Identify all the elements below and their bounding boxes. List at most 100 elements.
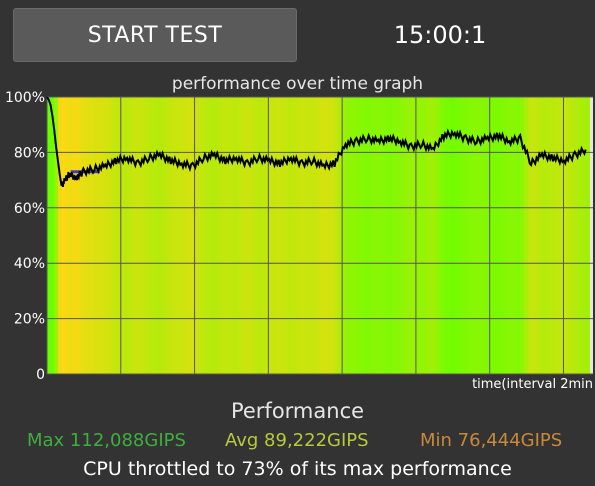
heat-bar bbox=[345, 97, 350, 374]
timer-display: 15:00:1 bbox=[393, 21, 487, 49]
heat-bar bbox=[261, 97, 266, 374]
heat-bar bbox=[279, 97, 285, 374]
heat-bar bbox=[465, 97, 470, 374]
heat-bar bbox=[534, 97, 539, 374]
heat-bar bbox=[178, 97, 183, 374]
heat-bar bbox=[87, 97, 92, 374]
heat-bar bbox=[494, 97, 499, 374]
heat-bar bbox=[247, 97, 252, 374]
heat-bar bbox=[567, 97, 572, 374]
heat-bar bbox=[283, 97, 288, 374]
heat-bar bbox=[447, 97, 452, 374]
heat-bar bbox=[330, 97, 336, 374]
heat-bar bbox=[334, 97, 339, 374]
heat-bar bbox=[505, 97, 510, 374]
heat-bar bbox=[411, 97, 416, 374]
heat-bar bbox=[57, 97, 63, 374]
heat-bar bbox=[188, 97, 194, 374]
heat-bar bbox=[560, 97, 565, 374]
heat-bar bbox=[381, 97, 387, 374]
heat-bar bbox=[531, 97, 536, 374]
heat-bar bbox=[76, 97, 81, 374]
heat-bar bbox=[360, 97, 365, 374]
heat-bar bbox=[294, 97, 299, 374]
heat-bar bbox=[207, 97, 212, 374]
heat-bar bbox=[309, 97, 314, 374]
heat-bar bbox=[323, 97, 328, 374]
heat-bar bbox=[185, 97, 190, 374]
heat-bar bbox=[556, 97, 561, 374]
heat-bar bbox=[385, 97, 390, 374]
heat-bar bbox=[563, 97, 569, 374]
heat-bar bbox=[127, 97, 132, 374]
heat-bar bbox=[520, 97, 525, 374]
heat-bar bbox=[97, 97, 103, 374]
heat-bar bbox=[432, 97, 438, 374]
grid-lines bbox=[46, 96, 593, 375]
heat-bar bbox=[199, 97, 205, 374]
heat-bar bbox=[167, 97, 172, 374]
y-tick-labels: 0 20% 40% 60% 80% 100% bbox=[5, 90, 45, 383]
heat-bar bbox=[418, 97, 423, 374]
heat-bars bbox=[47, 97, 590, 374]
heat-bar bbox=[305, 97, 310, 374]
heat-bar bbox=[254, 97, 259, 374]
heat-bar bbox=[47, 97, 52, 374]
heat-bar bbox=[287, 97, 292, 374]
heat-bar bbox=[156, 97, 161, 374]
performance-heading: Performance bbox=[230, 399, 365, 423]
heat-bar bbox=[214, 97, 219, 374]
heat-bar bbox=[134, 97, 139, 374]
heat-bar bbox=[170, 97, 175, 374]
heat-bar bbox=[138, 97, 143, 374]
heat-bar bbox=[68, 97, 74, 374]
heat-bar bbox=[545, 97, 550, 374]
heat-bar bbox=[454, 97, 459, 374]
heat-bar bbox=[341, 97, 347, 374]
heat-bar bbox=[181, 97, 186, 374]
heat-bar bbox=[250, 97, 256, 374]
heat-bar bbox=[90, 97, 95, 374]
heat-bar bbox=[196, 97, 201, 374]
y-tick-label: 20% bbox=[14, 312, 45, 328]
heat-bar bbox=[101, 97, 106, 374]
heat-bar bbox=[72, 97, 77, 374]
heat-bar bbox=[443, 97, 448, 374]
heat-bar bbox=[243, 97, 248, 374]
heat-bar bbox=[542, 97, 547, 374]
avg-stat: Avg 89,222GIPS bbox=[225, 430, 369, 451]
heat-bar bbox=[301, 97, 307, 374]
heat-bar bbox=[265, 97, 270, 374]
heat-bar bbox=[461, 97, 467, 374]
heat-bar bbox=[203, 97, 208, 374]
heat-bar bbox=[396, 97, 401, 374]
heat-bar bbox=[400, 97, 405, 374]
heat-bar bbox=[472, 97, 478, 374]
heat-bar bbox=[436, 97, 441, 374]
heat-bar bbox=[83, 97, 88, 374]
x-axis-label: time(interval 2min bbox=[472, 377, 593, 392]
heat-bar bbox=[527, 97, 532, 374]
heat-bar bbox=[585, 97, 590, 374]
heat-bar bbox=[298, 97, 303, 374]
heat-bar bbox=[269, 97, 274, 374]
heat-bar bbox=[367, 97, 372, 374]
heat-bar bbox=[389, 97, 394, 374]
start-test-button[interactable]: START TEST bbox=[13, 8, 297, 62]
heat-bar bbox=[232, 97, 237, 374]
heat-bar bbox=[320, 97, 325, 374]
heat-bar bbox=[483, 97, 489, 374]
heat-bar bbox=[582, 97, 587, 374]
heat-bar bbox=[578, 97, 583, 374]
heat-bar bbox=[509, 97, 514, 374]
heat-bar bbox=[421, 97, 427, 374]
heat-bar bbox=[50, 97, 55, 374]
heat-bar bbox=[210, 97, 216, 374]
heat-bar bbox=[403, 97, 408, 374]
y-tick-label: 60% bbox=[14, 201, 45, 217]
heat-bar bbox=[130, 97, 135, 374]
heat-bar bbox=[272, 97, 277, 374]
heat-bar bbox=[458, 97, 463, 374]
min-stat: Min 76,444GIPS bbox=[420, 430, 563, 451]
